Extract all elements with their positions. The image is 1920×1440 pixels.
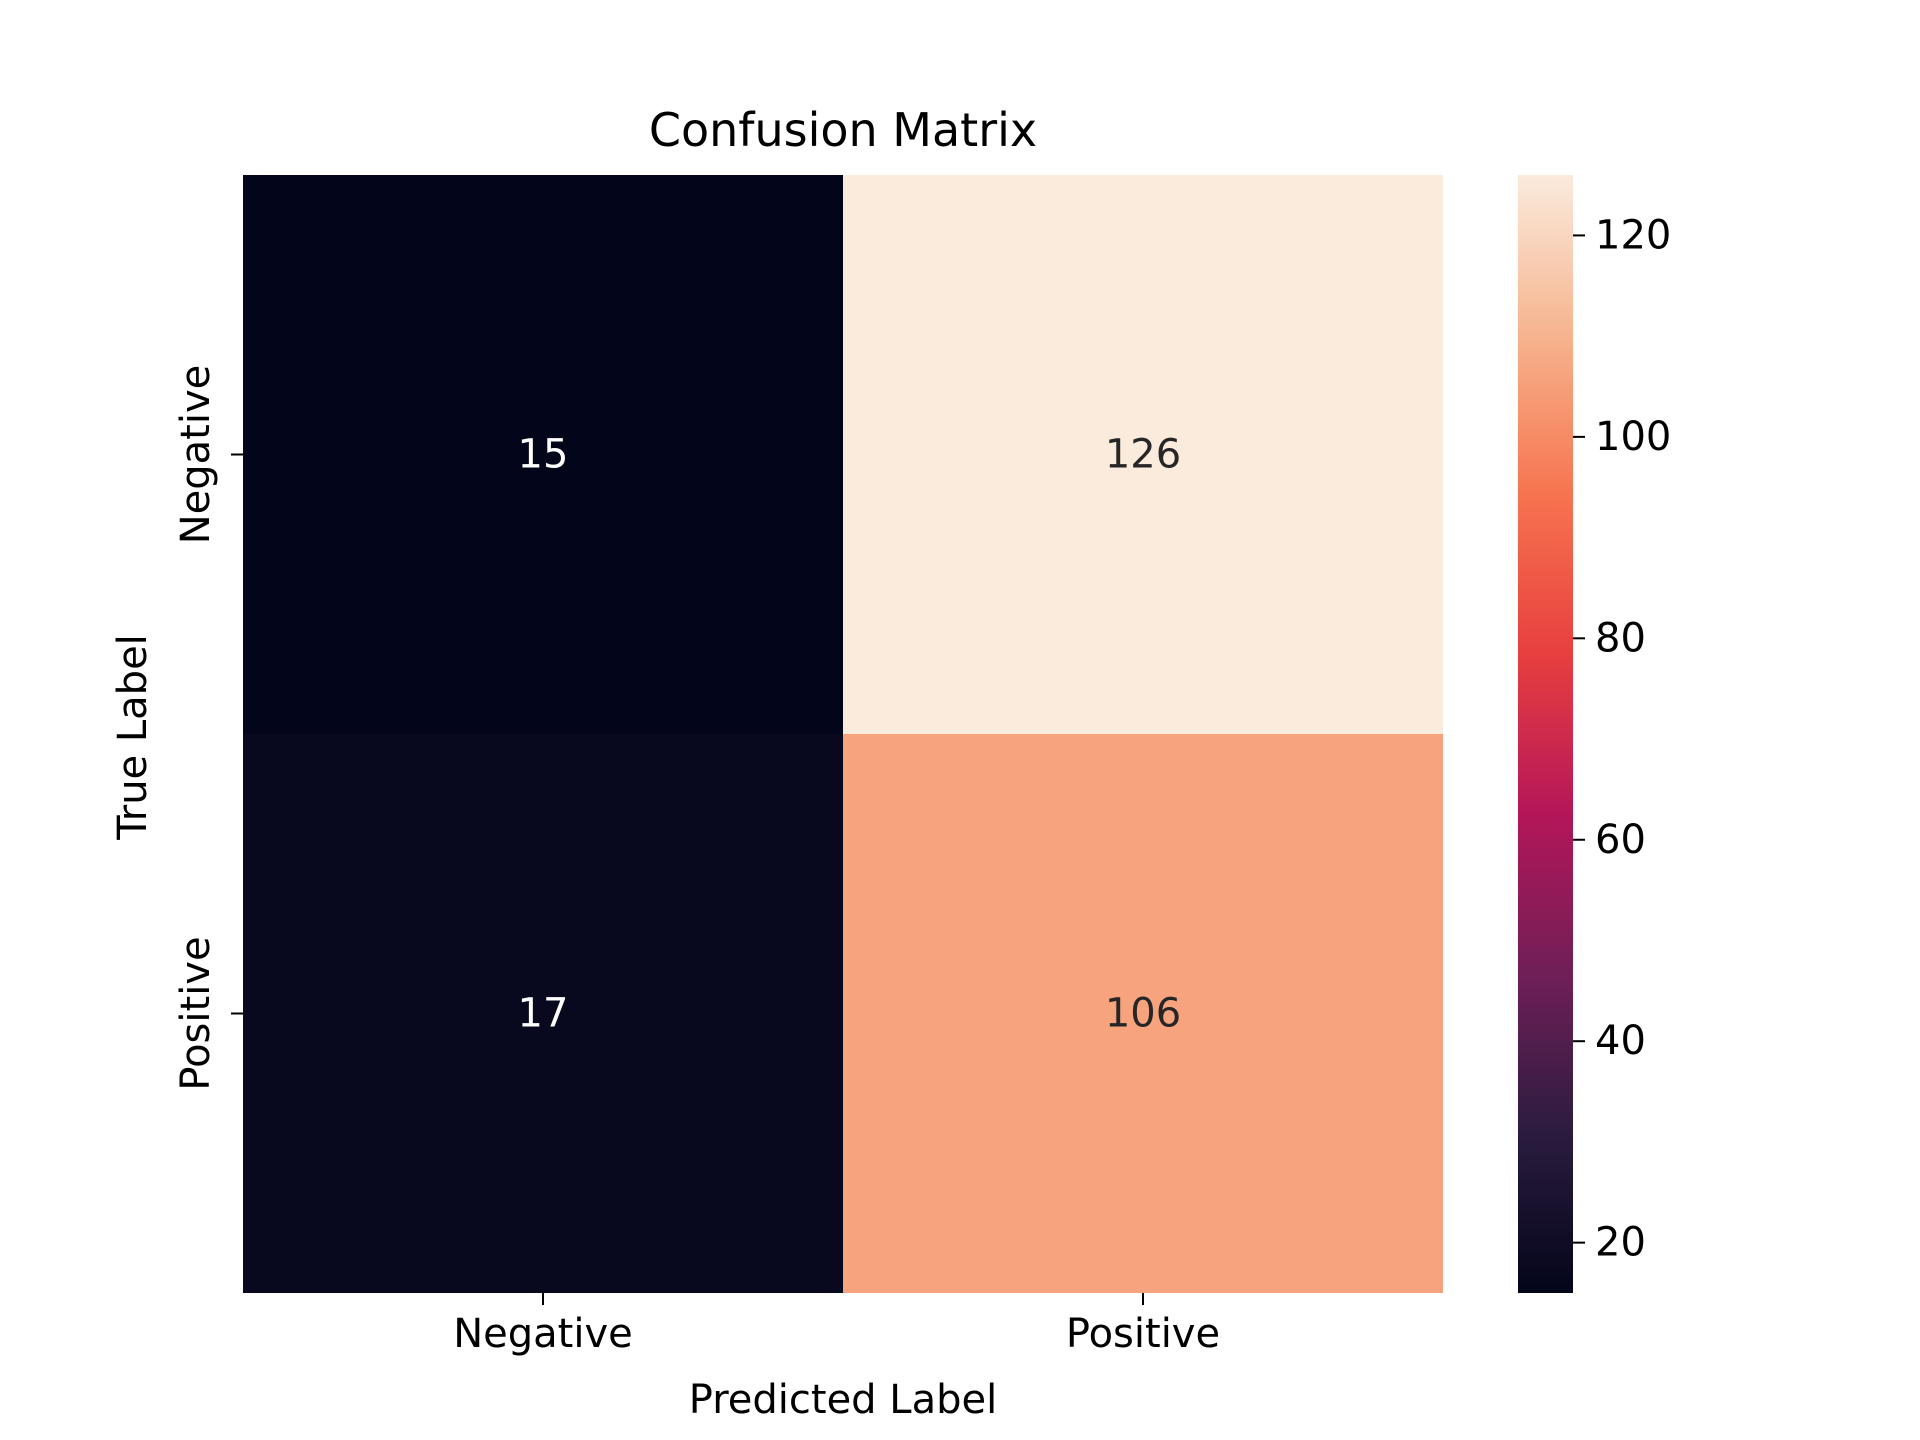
colorbar-tick-label: 80 — [1595, 615, 1646, 661]
heatmap-cell — [843, 175, 1443, 734]
cell-value-label: 126 — [1105, 432, 1181, 478]
colorbar-tick-label: 120 — [1595, 212, 1671, 258]
x-tick-label: Positive — [1066, 1311, 1220, 1357]
colorbar: 20 40 60 80 100 120 — [1518, 175, 1671, 1293]
heatmap-cell — [843, 734, 1443, 1293]
x-axis: Negative Positive — [453, 1293, 1220, 1357]
colorbar-tick-label: 100 — [1595, 414, 1671, 460]
cell-value-label: 106 — [1105, 991, 1181, 1037]
x-tick-label: Negative — [453, 1311, 633, 1357]
chart-title: Confusion Matrix — [649, 103, 1037, 157]
y-tick-label: Negative — [173, 365, 219, 545]
heatmap-grid: 15 126 17 106 — [243, 175, 1443, 1293]
x-axis-label: Predicted Label — [689, 1377, 997, 1423]
colorbar-tick-label: 60 — [1595, 817, 1646, 863]
colorbar-gradient — [1518, 175, 1573, 1293]
y-tick-label: Positive — [173, 936, 219, 1090]
y-axis-label: True Label — [110, 634, 156, 841]
y-axis: Negative Positive — [173, 365, 243, 1091]
cell-value-label: 15 — [518, 432, 569, 478]
cell-value-label: 17 — [518, 991, 569, 1037]
heatmap-cell — [243, 175, 843, 734]
colorbar-tick-label: 20 — [1595, 1220, 1646, 1266]
colorbar-tick-label: 40 — [1595, 1018, 1646, 1064]
heatmap-cell — [243, 734, 843, 1293]
